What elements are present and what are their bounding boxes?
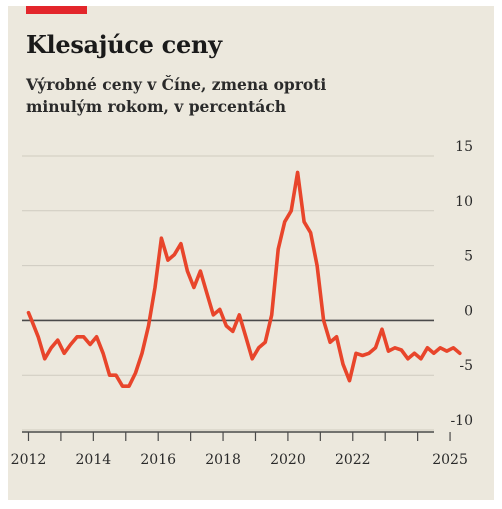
gridlines (22, 155, 434, 431)
chart-subtitle: Výrobné ceny v Číne, zmena oproti minulý… (26, 75, 327, 116)
chart-title: Klesajúce ceny (26, 30, 222, 59)
x-tick-label: 2018 (205, 452, 241, 468)
y-tick-label: 10 (455, 194, 473, 210)
y-tick-label: -10 (450, 413, 473, 429)
x-tick-label: 2025 (432, 452, 468, 468)
x-tick-label: 2012 (11, 452, 47, 468)
accent-bar (26, 6, 87, 14)
chart-card: Klesajúce ceny Výrobné ceny v Číne, zmen… (8, 6, 494, 500)
y-tick-label: 5 (464, 249, 473, 265)
series (26, 170, 462, 388)
x-tick-label: 2020 (270, 452, 306, 468)
y-tick-label: 15 (455, 139, 473, 155)
x-tick-label: 2022 (335, 452, 371, 468)
series-line (26, 170, 462, 388)
x-tick-label: 2016 (140, 452, 176, 468)
x-tick-label: 2014 (76, 452, 112, 468)
axes (22, 319, 451, 441)
tick-labels: 15 10 5 0 -5 -10 2012 2014 2016 2018 2020 2022 2025 (11, 139, 473, 468)
y-tick-label: -5 (459, 358, 473, 374)
y-tick-label: 0 (464, 303, 473, 319)
